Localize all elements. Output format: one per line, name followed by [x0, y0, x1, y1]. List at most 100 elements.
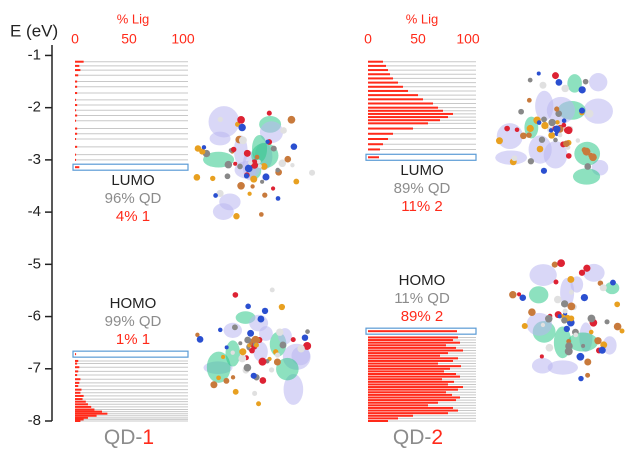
- atom: [238, 341, 242, 345]
- panel-name: QD-1: [104, 426, 154, 449]
- panel-name: QD-2: [393, 426, 443, 449]
- atom: [552, 72, 559, 79]
- atom: [237, 182, 245, 190]
- ligand-bar: [368, 82, 398, 84]
- ligand-bar: [75, 415, 97, 417]
- atom: [262, 192, 267, 197]
- atom: [280, 127, 287, 134]
- atom: [522, 323, 528, 329]
- y-tick-label: -5: [28, 255, 41, 272]
- atom: [244, 364, 252, 372]
- atom: [528, 78, 533, 83]
- atom: [546, 344, 554, 352]
- atom: [528, 308, 536, 316]
- ligand-bar: [75, 385, 78, 387]
- atom: [568, 315, 574, 321]
- ligand-bar: [75, 392, 80, 394]
- ligand-bar: [75, 353, 76, 355]
- atom: [600, 284, 607, 291]
- ligand-bar: [368, 128, 413, 130]
- atom: [537, 72, 541, 76]
- x-tick-label: 0: [71, 31, 79, 47]
- atom: [610, 280, 616, 286]
- atom: [284, 156, 291, 163]
- atom: [218, 328, 222, 332]
- x-tick-label: 50: [410, 31, 426, 47]
- atom: [528, 158, 534, 164]
- ligand-bar: [75, 86, 77, 88]
- atom: [554, 106, 559, 111]
- atom: [256, 338, 261, 343]
- atom: [256, 401, 261, 406]
- ligand-bar: [75, 395, 84, 397]
- ligand-bar: [368, 365, 461, 367]
- atom: [279, 342, 286, 349]
- atom: [584, 358, 591, 365]
- atom: [540, 82, 547, 89]
- ligand-bar: [75, 411, 102, 413]
- atom: [259, 358, 267, 366]
- figure: % Lig050100E (eV)-1-2-3-4-5-6-7-8LUMO96%…: [0, 0, 642, 451]
- ligand-bar: [368, 355, 440, 357]
- atom: [579, 270, 585, 276]
- atom: [244, 337, 251, 344]
- orbital-lobe: [224, 323, 242, 338]
- atom: [614, 301, 620, 307]
- atom: [564, 326, 570, 332]
- atom: [556, 79, 563, 86]
- y-tick-label: -4: [28, 203, 41, 220]
- ligand-bar: [368, 143, 383, 145]
- atom: [614, 323, 622, 331]
- y-tick-label: -3: [28, 151, 41, 168]
- ligand-bar: [368, 397, 460, 399]
- atom: [555, 120, 559, 124]
- atom: [515, 127, 520, 132]
- atom: [271, 146, 277, 152]
- atom: [561, 85, 568, 92]
- atom: [195, 145, 202, 152]
- atom: [563, 309, 568, 314]
- lumo-label: LUMO: [111, 172, 154, 189]
- x-tick-label: 100: [456, 31, 480, 47]
- atom: [238, 355, 246, 363]
- atom: [275, 352, 280, 357]
- atom: [577, 353, 585, 361]
- atom: [213, 193, 218, 198]
- y-tick-label: -1: [28, 46, 41, 63]
- atom: [269, 367, 274, 372]
- ligand-bar: [368, 77, 393, 79]
- ligand-bar: [368, 389, 458, 391]
- homo-lig: 1% 1: [116, 331, 150, 348]
- atom: [585, 373, 590, 378]
- ligand-bar: [75, 389, 81, 391]
- atom: [558, 133, 563, 138]
- atom: [270, 287, 275, 292]
- ligand-bar: [368, 363, 438, 365]
- atom: [545, 315, 553, 323]
- atom: [526, 132, 532, 138]
- ligand-bar: [75, 115, 77, 117]
- atom: [254, 343, 259, 348]
- ligand-bar: [75, 69, 80, 71]
- homo-lig: 89% 2: [401, 308, 444, 325]
- atom: [290, 163, 294, 167]
- lumo-qd: 89% QD: [394, 180, 451, 197]
- ligand-bar: [368, 90, 408, 92]
- ligand-bar: [368, 94, 418, 96]
- atom: [233, 389, 239, 395]
- atom: [561, 300, 568, 307]
- homo-qd: 99% QD: [105, 313, 162, 330]
- atom: [239, 348, 246, 355]
- ligand-bar: [368, 148, 380, 150]
- orbital-lobe: [589, 73, 607, 91]
- atom: [584, 163, 591, 170]
- atom: [262, 308, 268, 314]
- name-id: 2: [431, 426, 443, 449]
- atom: [541, 117, 547, 123]
- y-axis-title: E (eV): [10, 21, 58, 40]
- ligand-bar: [368, 370, 444, 372]
- homo-box: [73, 351, 188, 357]
- ligand-bar: [75, 166, 79, 168]
- atom: [275, 168, 280, 173]
- ligand-bar: [368, 381, 454, 383]
